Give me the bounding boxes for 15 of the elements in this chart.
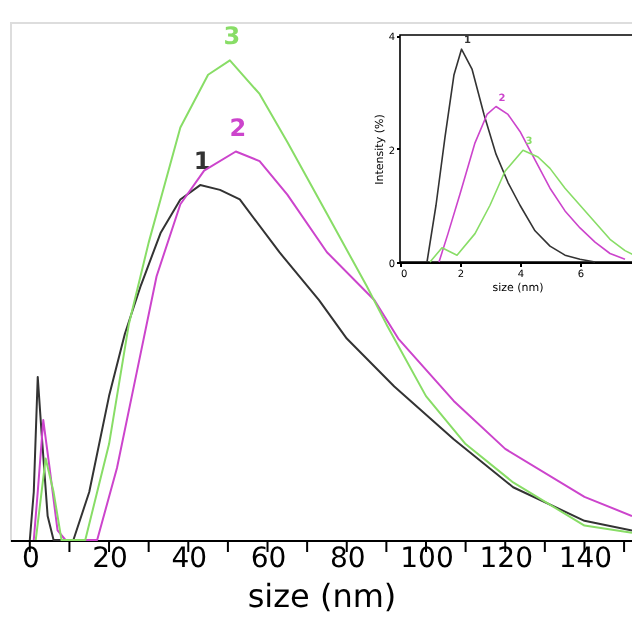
x-tick-label: 120 <box>479 543 533 575</box>
series-label: 1 <box>193 147 211 176</box>
x-tick-label: 0 <box>21 543 40 575</box>
series-label: 2 <box>229 113 247 142</box>
x-tick-label: 60 <box>250 543 287 575</box>
x-tick-label: 80 <box>329 543 366 575</box>
x-tick-label: 140 <box>558 543 613 575</box>
x-tick-label: 40 <box>171 543 208 575</box>
series-label: 3 <box>223 22 241 51</box>
x-tick-label: 20 <box>92 543 128 575</box>
line-series <box>426 48 596 263</box>
x-axis-title: size (nm) <box>247 577 397 615</box>
line-series <box>429 149 632 263</box>
line-series <box>438 105 626 263</box>
x-tick-label: 100 <box>400 543 454 575</box>
